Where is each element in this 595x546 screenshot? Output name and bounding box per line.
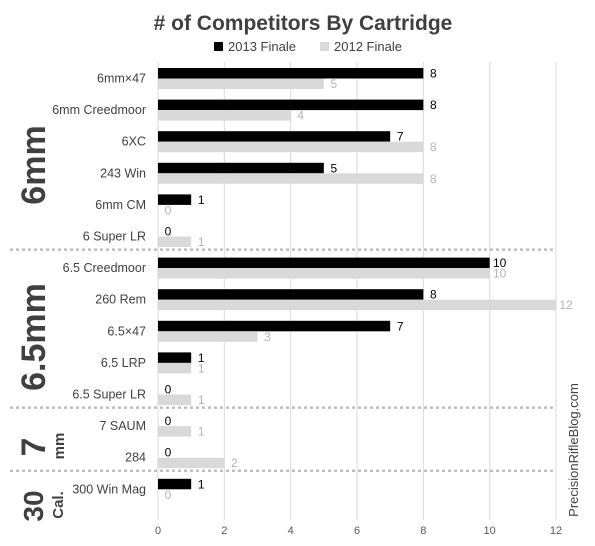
bar-2013	[158, 68, 424, 79]
data-label-2013: 0	[165, 225, 172, 239]
data-label-2012: 12	[559, 298, 573, 312]
category-label: 6XC	[122, 135, 146, 149]
bar-2013	[158, 478, 192, 490]
category-label: 6mm×47	[97, 72, 146, 86]
data-label-2012: 3	[264, 330, 271, 344]
bar-2013	[158, 99, 424, 111]
legend-label-2012: 2012 Finale	[334, 39, 402, 54]
bar-2012	[158, 141, 424, 153]
bar-2012	[158, 173, 424, 184]
legend-label-2013: 2013 Finale	[228, 39, 296, 54]
bar-2012	[158, 331, 258, 342]
data-label-2013: 0	[165, 383, 172, 397]
data-label-2012: 1	[198, 393, 205, 407]
data-label-2012: 10	[493, 267, 507, 281]
bar-2012	[158, 110, 291, 121]
bar-2012	[158, 299, 556, 311]
legend: 2013 Finale 2012 Finale	[214, 39, 402, 54]
bar-2013	[158, 257, 490, 269]
bar-2013	[158, 289, 424, 300]
bars	[158, 68, 556, 490]
data-label-2012: 8	[430, 172, 437, 186]
bar-2013	[158, 131, 391, 142]
legend-swatch-2012	[320, 42, 329, 51]
category-label: 243 Win	[100, 166, 146, 180]
data-label-2012: 2	[231, 456, 238, 470]
x-tick-label: 8	[420, 525, 426, 537]
data-label-2013: 8	[430, 288, 437, 302]
group-sublabel-cal: Cal.	[50, 491, 67, 519]
data-label-2012: 1	[198, 425, 205, 439]
bar-2012	[158, 362, 192, 374]
chart-title: # of Competitors By Cartridge	[154, 12, 453, 35]
category-label: 6.5 Super LR	[72, 388, 146, 402]
bar-2013	[158, 320, 391, 332]
bar-2013	[158, 162, 324, 174]
x-tick-label: 12	[550, 525, 562, 537]
bar-2013	[158, 194, 192, 205]
data-label-2012: 0	[165, 203, 172, 217]
group-labels: 6mm 6.5mm 7 mm 30 Cal.	[15, 125, 68, 521]
category-label: 6.5 LRP	[101, 356, 146, 370]
x-tick-label: 0	[155, 525, 161, 537]
data-label-2013: 7	[397, 319, 404, 333]
data-label-2012: 4	[297, 109, 304, 123]
group-label-7: 7	[15, 438, 53, 457]
bar-2012	[158, 78, 324, 89]
data-label-2013: 8	[430, 67, 437, 81]
category-label: 6mm CM	[95, 198, 146, 212]
data-label-2013: 7	[397, 130, 404, 144]
legend-swatch-2013	[214, 42, 223, 51]
bar-2012	[158, 394, 192, 405]
data-label-2013: 0	[165, 446, 172, 460]
x-tick-label: 4	[288, 525, 294, 537]
watermark: PrecisionRifleBlog.com	[566, 383, 581, 517]
data-label-2012: 1	[198, 235, 205, 249]
group-label-6mm: 6mm	[15, 125, 53, 204]
x-axis-ticks: 0 2 4 6 8 10 12	[155, 525, 562, 537]
group-label-30: 30	[18, 490, 49, 521]
data-label-2013: 1	[198, 477, 205, 491]
data-label-2013: 1	[198, 351, 205, 365]
data-label-2013: 10	[493, 256, 507, 270]
bar-2012	[158, 268, 490, 279]
category-label: 6.5×47	[107, 324, 146, 338]
x-tick-label: 10	[484, 525, 496, 537]
data-label-2012: 8	[430, 140, 437, 154]
category-label: 284	[125, 451, 146, 465]
group-label-6-5mm: 6.5mm	[15, 283, 53, 391]
data-label-2012: 0	[165, 488, 172, 502]
data-label-2013: 1	[198, 193, 205, 207]
x-tick-label: 6	[354, 525, 360, 537]
category-label: 6mm Creedmoor	[52, 103, 146, 117]
category-label: 7 SAUM	[99, 419, 146, 433]
category-label: 300 Win Mag	[72, 482, 146, 496]
data-label-2013: 5	[330, 161, 337, 175]
category-label: 260 Rem	[95, 293, 146, 307]
data-label-2012: 1	[198, 361, 205, 375]
bar-2012	[158, 236, 192, 247]
data-label-2012: 5	[330, 77, 337, 91]
category-label: 6.5 Creedmoor	[63, 261, 146, 275]
bar-2012	[158, 457, 225, 469]
group-sublabel-mm: mm	[51, 433, 68, 460]
data-label-2013: 8	[430, 98, 437, 112]
group-separators	[10, 248, 556, 473]
bar-2012	[158, 426, 192, 437]
category-label: 6 Super LR	[83, 230, 146, 244]
data-label-2013: 0	[165, 414, 172, 428]
bar-2013	[158, 352, 192, 363]
category-labels: 6mm×47 6mm Creedmoor 6XC 243 Win 6mm CM 6 Sup…	[52, 72, 146, 497]
x-tick-label: 2	[221, 525, 227, 537]
